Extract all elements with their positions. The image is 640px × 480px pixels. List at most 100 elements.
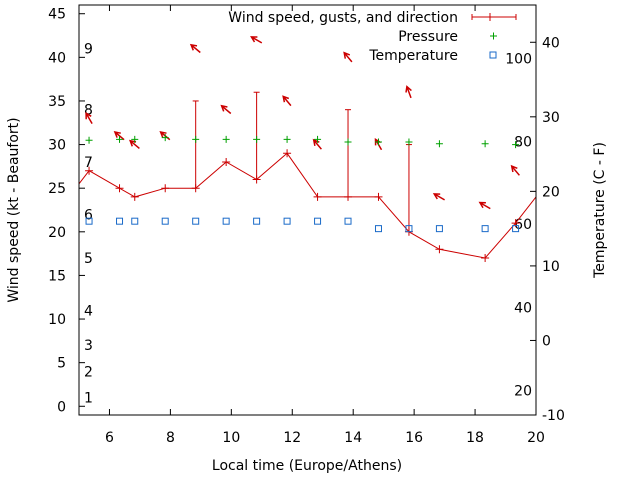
pressure-point bbox=[85, 136, 93, 144]
pressure-point bbox=[481, 140, 489, 148]
wind-direction-arrow bbox=[478, 201, 491, 210]
y-axis-title-left: Wind speed (kt - Beaufort) bbox=[6, 117, 22, 302]
beaufort-label: 4 bbox=[84, 303, 93, 319]
beaufort-label: 6 bbox=[84, 207, 93, 223]
temperature-point bbox=[405, 225, 413, 233]
pressure-point bbox=[344, 138, 352, 146]
fahrenheit-label: 80 bbox=[514, 134, 532, 150]
y-tick-label-right: 40 bbox=[542, 35, 560, 51]
wind-point bbox=[283, 149, 292, 158]
wind-point bbox=[435, 245, 444, 254]
wind-direction-arrow bbox=[250, 36, 263, 44]
x-axis-title: Local time (Europe/Athens) bbox=[212, 458, 402, 474]
x-tick-label: 20 bbox=[527, 430, 545, 446]
wind-point bbox=[161, 184, 170, 193]
y-tick-label-right: 10 bbox=[542, 259, 560, 275]
temperature-point bbox=[435, 225, 443, 233]
temperature-point bbox=[253, 217, 261, 225]
pressure-point bbox=[512, 141, 520, 149]
pressure-point bbox=[161, 134, 169, 142]
y-tick-label-left: 10 bbox=[48, 312, 66, 328]
beaufort-label: 7 bbox=[84, 155, 93, 171]
legend-temperature-label: Temperature bbox=[368, 48, 458, 64]
y-tick-label-left: 40 bbox=[48, 50, 66, 66]
y-tick-label-right: 20 bbox=[542, 184, 560, 200]
fahrenheit-label: 100 bbox=[505, 52, 532, 68]
pressure-point bbox=[314, 135, 322, 143]
pressure-point bbox=[116, 135, 124, 143]
beaufort-label: 2 bbox=[84, 364, 93, 380]
wind-direction-arrow bbox=[343, 51, 353, 63]
wind-point bbox=[115, 184, 124, 193]
y-tick-label-left: 35 bbox=[48, 94, 66, 110]
x-tick-label: 8 bbox=[166, 430, 175, 446]
wind-point bbox=[481, 253, 490, 262]
wind-direction-arrow bbox=[129, 139, 140, 149]
x-tick-label: 18 bbox=[466, 430, 484, 446]
legend-wind-swatch-cap bbox=[471, 14, 517, 20]
pressure-point bbox=[405, 138, 413, 146]
beaufort-label: 8 bbox=[84, 103, 93, 119]
legend-temperature-swatch bbox=[489, 51, 497, 59]
fahrenheit-label: 40 bbox=[514, 301, 532, 317]
beaufort-label: 1 bbox=[84, 391, 93, 407]
y-tick-label-right: 0 bbox=[542, 333, 551, 349]
y-tick-label-left: 5 bbox=[57, 356, 66, 372]
wind-direction-arrow bbox=[220, 104, 232, 115]
wind-direction-arrow bbox=[85, 111, 93, 124]
wind-direction-arrow bbox=[405, 85, 412, 99]
pressure-point bbox=[131, 135, 139, 143]
wind-point bbox=[313, 192, 322, 201]
wind-point bbox=[222, 158, 231, 167]
pressure-point bbox=[435, 140, 443, 148]
x-tick-label: 14 bbox=[344, 430, 362, 446]
temperature-point bbox=[131, 217, 139, 225]
y-tick-label-left: 20 bbox=[48, 225, 66, 241]
pressure-point bbox=[222, 135, 230, 143]
temperature-point bbox=[161, 217, 169, 225]
temperature-point bbox=[481, 225, 489, 233]
x-tick-label: 16 bbox=[405, 430, 423, 446]
x-tick-label: 10 bbox=[222, 430, 240, 446]
y-tick-label-left: 25 bbox=[48, 181, 66, 197]
temperature-point bbox=[512, 225, 520, 233]
x-tick-label: 6 bbox=[105, 430, 114, 446]
beaufort-label: 3 bbox=[84, 338, 93, 354]
wind-direction-arrow bbox=[510, 164, 520, 176]
temperature-point bbox=[222, 217, 230, 225]
pressure-point bbox=[192, 135, 200, 143]
temperature-point bbox=[283, 217, 291, 225]
legend-wind-label: Wind speed, gusts, and direction bbox=[228, 10, 458, 26]
pressure-point bbox=[253, 135, 261, 143]
pressure-point bbox=[374, 138, 382, 146]
y-tick-label-right: -10 bbox=[542, 408, 565, 424]
wind-direction-arrow bbox=[282, 95, 292, 107]
wind-direction-arrow bbox=[432, 193, 445, 201]
wind-speed-line bbox=[78, 152, 537, 259]
y-axis-title-right: Temperature (C - F) bbox=[592, 142, 608, 279]
temperature-point bbox=[374, 225, 382, 233]
pressure-point bbox=[283, 135, 291, 143]
fahrenheit-label: 20 bbox=[514, 383, 532, 399]
legend-pressure-swatch bbox=[490, 32, 497, 40]
wind-direction-arrow bbox=[189, 43, 201, 54]
beaufort-label: 9 bbox=[84, 42, 93, 58]
y-tick-label-left: 30 bbox=[48, 138, 66, 154]
y-tick-label-right: 30 bbox=[542, 110, 560, 126]
beaufort-label: 5 bbox=[84, 251, 93, 267]
wind-point bbox=[85, 166, 94, 175]
y-tick-label-left: 15 bbox=[48, 268, 66, 284]
y-tick-label-left: 0 bbox=[57, 399, 66, 415]
temperature-point bbox=[344, 217, 352, 225]
wind-point bbox=[374, 192, 383, 201]
temperature-point bbox=[116, 217, 124, 225]
wind-point bbox=[130, 192, 139, 201]
temperature-point bbox=[85, 217, 93, 225]
y-tick-label-left: 45 bbox=[48, 7, 66, 23]
legend-pressure-label: Pressure bbox=[398, 29, 458, 45]
temperature-point bbox=[192, 217, 200, 225]
plot-frame bbox=[78, 4, 537, 416]
x-tick-label: 12 bbox=[283, 430, 301, 446]
temperature-point bbox=[314, 217, 322, 225]
